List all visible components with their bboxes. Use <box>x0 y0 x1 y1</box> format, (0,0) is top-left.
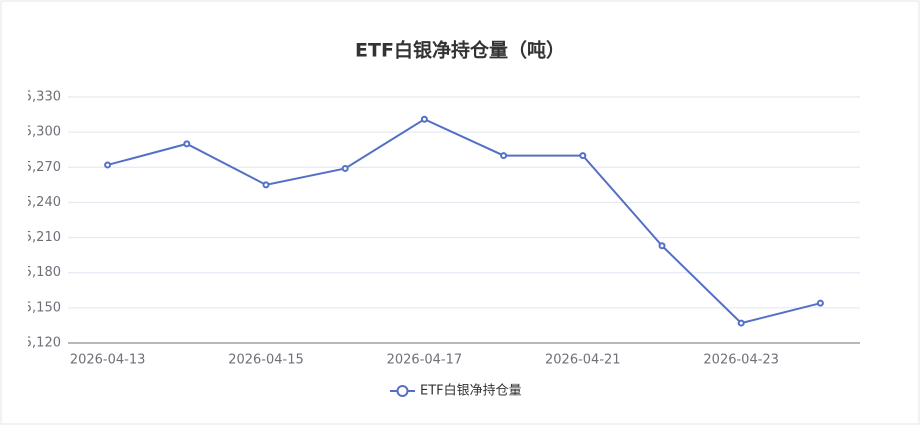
legend-label: ETF白银净持仓量 <box>420 383 522 399</box>
point <box>579 152 587 160</box>
x-tick-label: 2026-04-23 <box>703 353 779 368</box>
x-tick-label: 2026-04-15 <box>228 353 304 368</box>
point <box>737 319 745 327</box>
x-tick-label: 2026-04-13 <box>70 353 146 368</box>
x-tick-label: 2026-04-17 <box>387 353 463 368</box>
point <box>104 161 112 169</box>
x-tick-label: 2026-04-21 <box>545 353 621 368</box>
y-tick-label: 15,300 <box>16 125 62 140</box>
legend-marker <box>396 385 409 397</box>
line <box>107 118 821 325</box>
point <box>183 140 191 148</box>
y-labels: 15,120 15,150 15,180 15,210 15,240 15,270 15,3… <box>16 90 62 351</box>
point <box>658 242 666 250</box>
y-tick-label: 15,240 <box>16 195 62 210</box>
chart-title: ETF白银净持仓量（吨） <box>355 39 565 62</box>
y-tick-label: 15,120 <box>16 336 62 351</box>
point <box>341 164 349 172</box>
y-tick-label: 15,150 <box>16 300 62 315</box>
point <box>500 152 508 160</box>
y-tick-label: 15,270 <box>16 160 62 175</box>
y-tick-label: 15,210 <box>16 230 62 245</box>
point <box>816 299 824 307</box>
point <box>420 115 428 123</box>
y-tick-label: 15,330 <box>16 90 62 105</box>
y-tick-label: 15,180 <box>16 265 62 280</box>
point <box>262 181 270 189</box>
